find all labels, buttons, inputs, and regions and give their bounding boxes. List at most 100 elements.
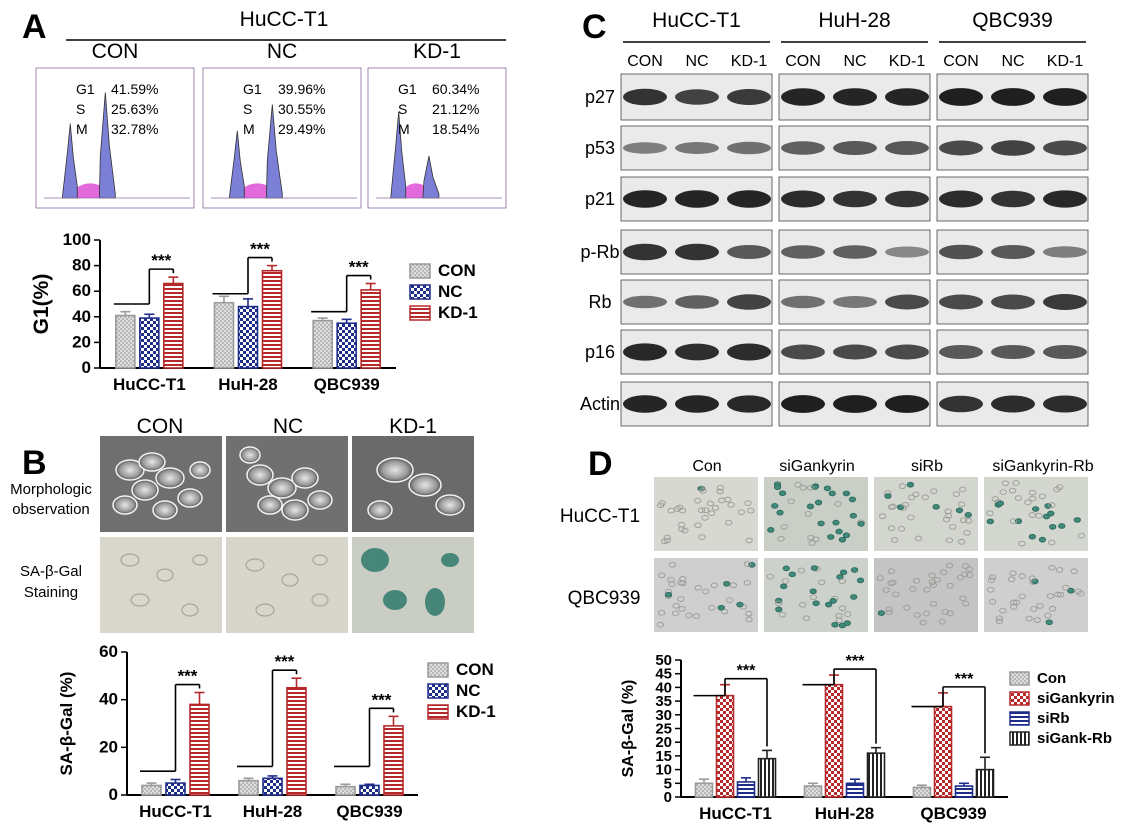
legend-swatch (1009, 731, 1030, 746)
cell-speck (804, 511, 812, 517)
cell-speck (776, 509, 784, 516)
cell-speck (1012, 480, 1020, 486)
lane-label: CON (943, 53, 979, 70)
cell-speck (656, 502, 665, 509)
panel-a-group-title: HuCC-T1 (240, 8, 329, 31)
histogram-frame (35, 67, 195, 209)
blot-band (727, 343, 771, 361)
cell-speck (1067, 587, 1075, 594)
significance-label: *** (737, 663, 756, 680)
cell-speck (959, 486, 967, 493)
cell-speck (782, 565, 790, 572)
cell-speck (697, 507, 706, 514)
protein-label: p27 (585, 87, 615, 107)
cell-speck (930, 488, 938, 495)
blot-band (991, 245, 1035, 259)
y-tick-label: 0 (82, 358, 91, 377)
histogram-label: NC (267, 40, 297, 63)
cell-speck (797, 567, 805, 574)
bar (715, 694, 735, 798)
cell-speck (1028, 489, 1037, 496)
bar (139, 317, 160, 369)
cell-speck (725, 519, 733, 526)
cell-speck (966, 572, 974, 578)
cell-speck (964, 517, 973, 524)
cell-speck (681, 527, 689, 534)
legend-swatch (427, 662, 449, 678)
cell-speck (933, 576, 941, 583)
cell-speck (736, 601, 744, 608)
cell-speck (1070, 568, 1078, 575)
cell-speck (877, 610, 886, 616)
legend-label: NC (456, 681, 481, 700)
cell-speck (1029, 495, 1037, 502)
cell-speck (888, 525, 896, 532)
cell-speck (694, 522, 702, 529)
phase-value: 21.12% (432, 101, 479, 117)
cell-speck (701, 514, 709, 521)
phase-label: M (243, 121, 255, 137)
cell-speck (809, 594, 818, 601)
phase-value: 30.55% (278, 101, 325, 117)
bar (189, 703, 210, 796)
panel-d-row-qbc939: QBC939 (568, 588, 641, 609)
cell-speck (658, 572, 666, 579)
panel-b-row2-line2: Staining (24, 584, 78, 601)
cell-speck (775, 606, 783, 613)
y-tick-label: 45 (655, 666, 672, 683)
cell-speck (726, 597, 734, 603)
lane-label: KD-1 (889, 53, 926, 70)
cell-speck (708, 604, 716, 611)
cell-speck (1008, 487, 1017, 494)
protein-label: p53 (585, 138, 615, 158)
legend-swatch (409, 284, 431, 300)
cell-speck (946, 582, 954, 589)
cell-speck (885, 606, 893, 613)
cell-speck (1054, 591, 1062, 598)
cell-speck (988, 577, 996, 583)
stain-image-con (100, 537, 222, 633)
blot-band (833, 141, 877, 155)
phase-value: 25.63% (111, 101, 158, 117)
cell-speck (938, 618, 946, 625)
legend-swatch (427, 683, 449, 699)
cell-speck (844, 611, 852, 617)
cell-speck (1056, 484, 1064, 490)
cell-speck (838, 536, 847, 543)
cell-speck (1013, 599, 1021, 606)
cell-speck (828, 490, 836, 497)
blot-band (727, 245, 771, 259)
chart-a-g1: 0 20 40 60 80 100 G1(%) *** HuCC-T1 *** HuH-28 *** Q… (30, 230, 478, 394)
cell-speck (1030, 606, 1038, 612)
cell-speck (928, 572, 936, 579)
panel-letter-d: D (588, 445, 613, 483)
legend-label: KD-1 (456, 702, 496, 721)
cell-speck (727, 501, 735, 508)
blot-band (727, 89, 771, 105)
cell-speck (657, 609, 666, 616)
cell-speck (879, 513, 887, 520)
cell-speck (778, 611, 786, 618)
blot-band (781, 190, 825, 208)
cell-speck (806, 484, 815, 491)
bar (213, 301, 235, 369)
cell-speck (787, 498, 795, 505)
bar (912, 786, 932, 798)
blot-band (781, 88, 825, 106)
blot-band (833, 395, 877, 413)
cell-speck (1038, 536, 1047, 543)
cell-speck (850, 594, 858, 600)
blot-band (623, 295, 667, 309)
cell-speck (959, 595, 967, 602)
cell-speck (812, 536, 820, 543)
cell-speck (944, 512, 953, 519)
cell-speck (999, 607, 1007, 614)
legend-label: siRb (1037, 710, 1070, 727)
cell-speck (767, 527, 775, 533)
cell-speck (711, 505, 720, 511)
cell-speck (676, 504, 684, 511)
legend-label: siGankyrin (1037, 690, 1115, 707)
blot-band (727, 141, 771, 155)
cell-speck (912, 577, 921, 584)
lane-label: NC (1001, 53, 1024, 70)
